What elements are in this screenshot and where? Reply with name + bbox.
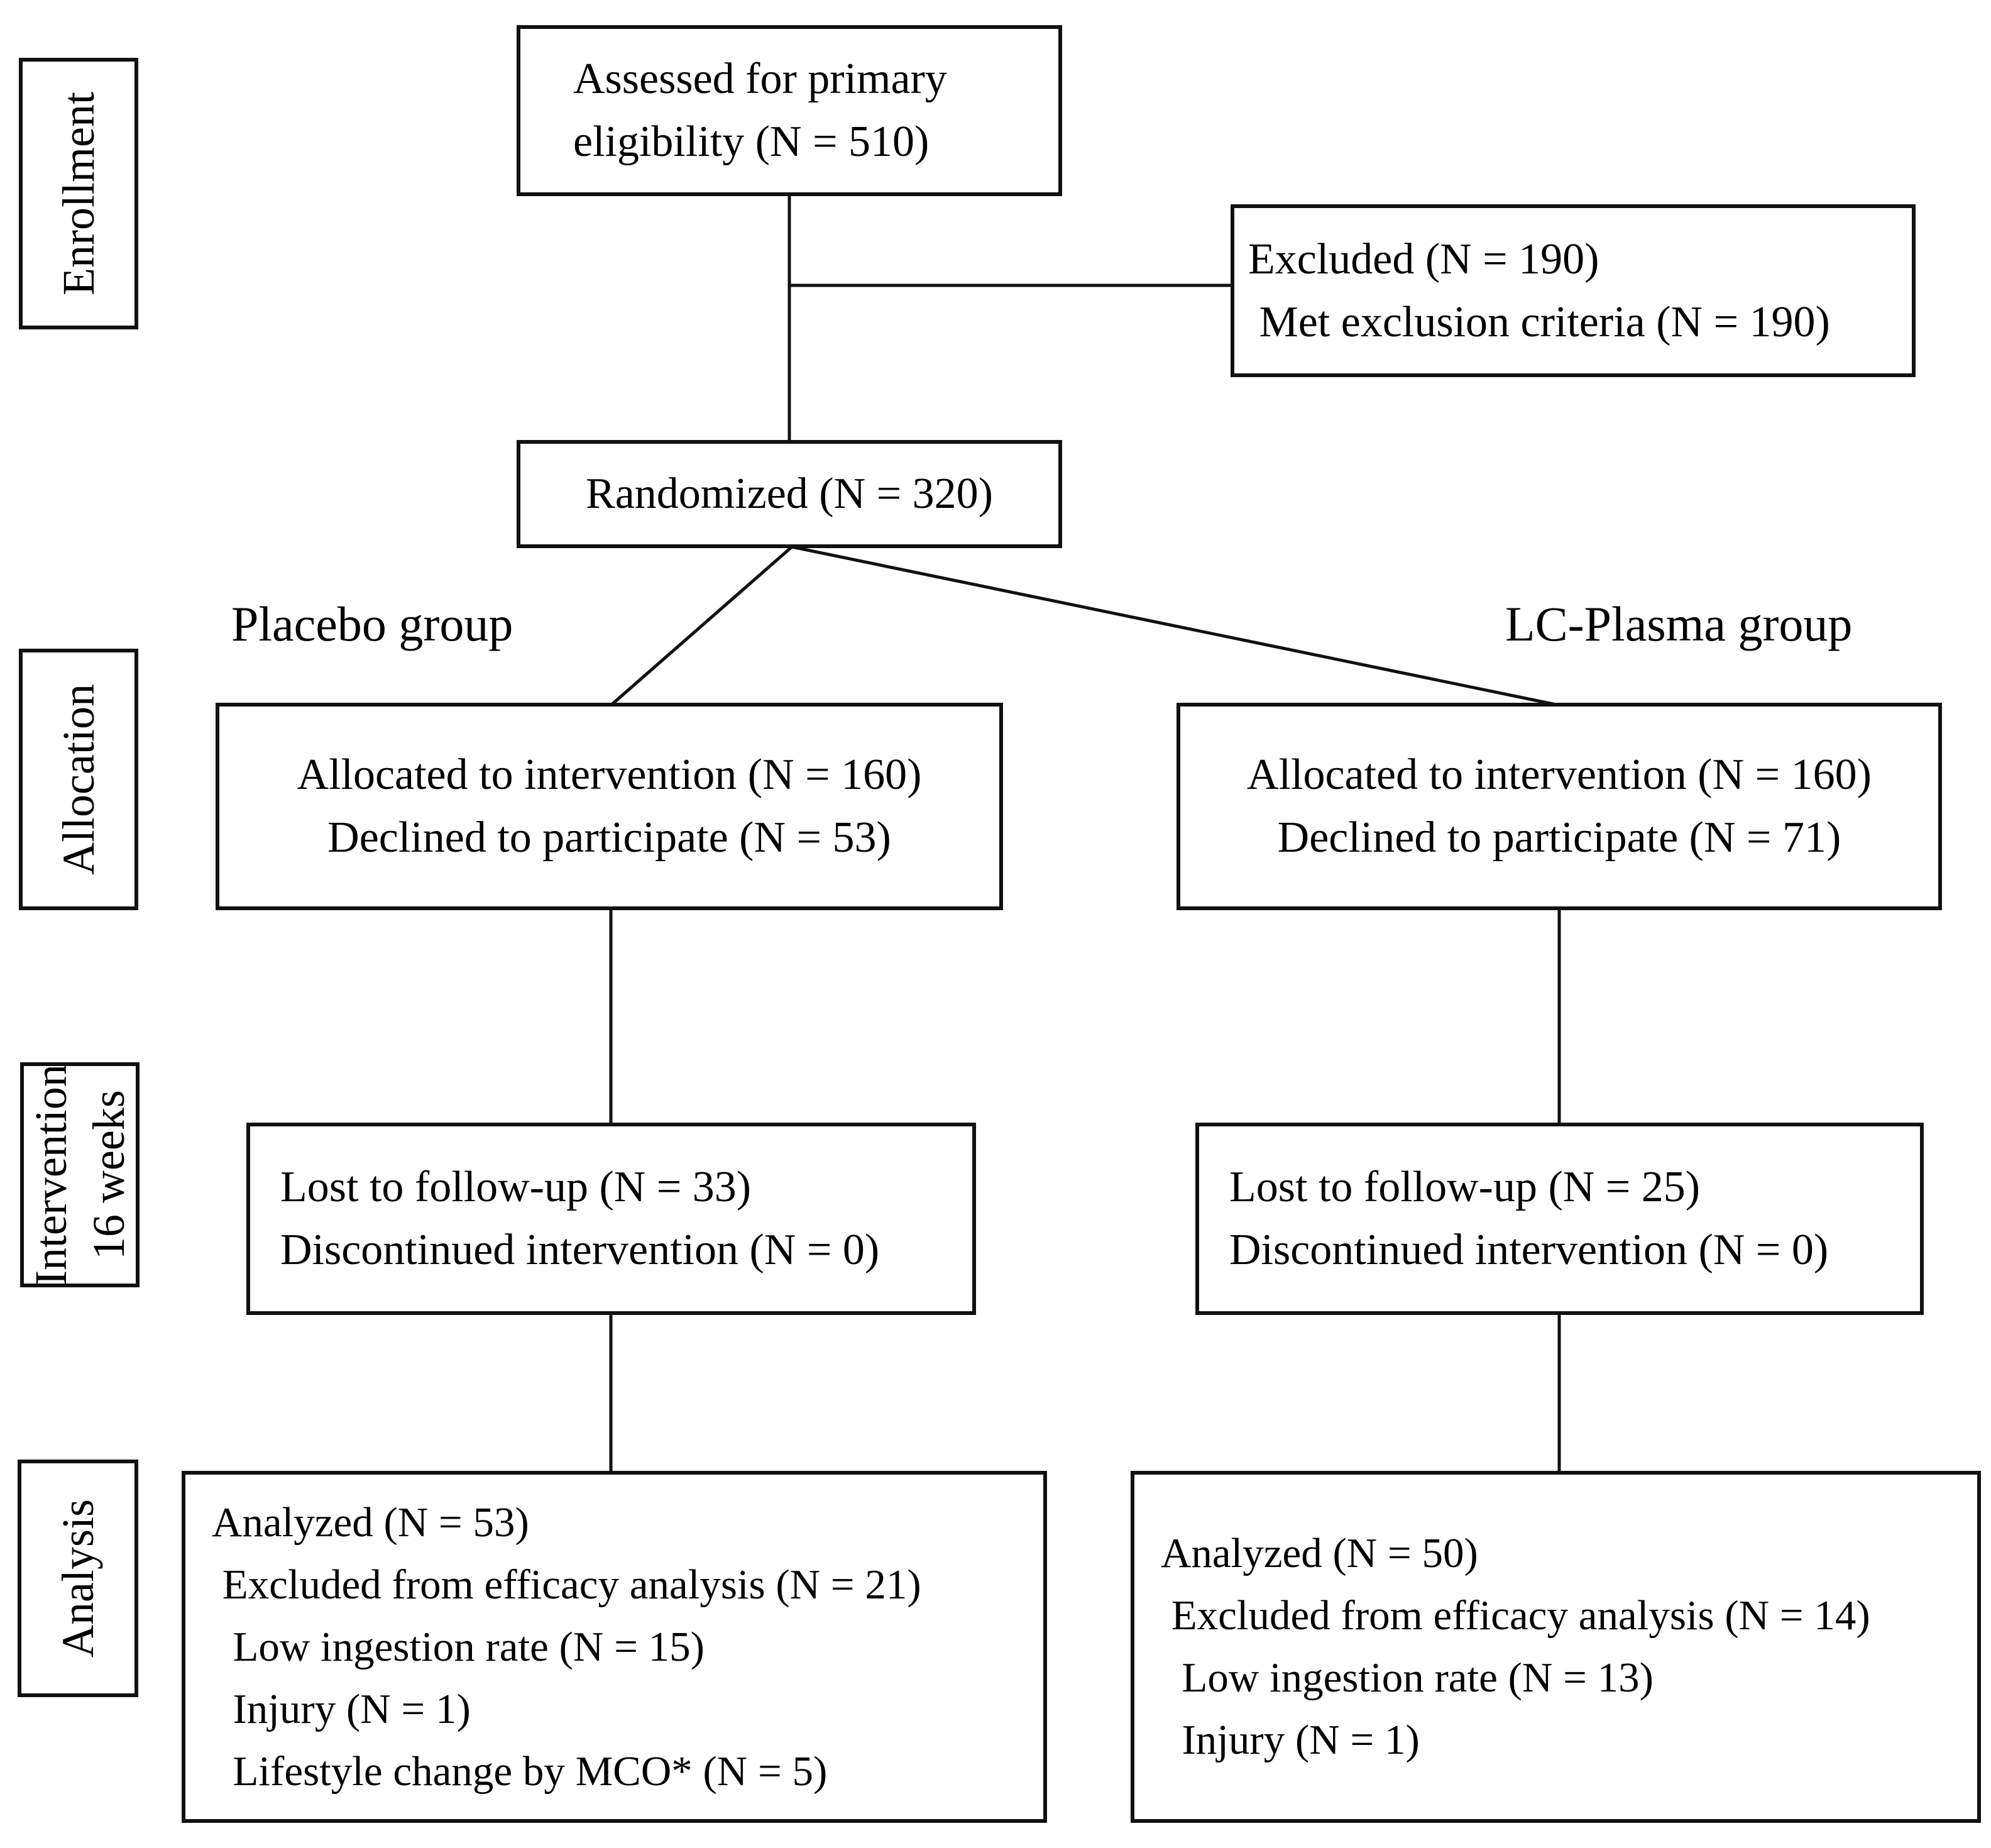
text-line: Low ingestion rate (N = 15) bbox=[212, 1623, 705, 1670]
text-line: Lost to follow-up (N = 25) bbox=[1229, 1163, 1701, 1211]
box-allocation-lc-plasma: Allocated to intervention (N = 160) Decli… bbox=[1176, 703, 1942, 910]
connector-randomized-to-lcplasma bbox=[791, 545, 1560, 707]
box-allocation-placebo: Allocated to intervention (N = 160) Decli… bbox=[216, 703, 1003, 910]
text-line: Declined to participate (N = 53) bbox=[327, 813, 891, 862]
text-line: Assessed for primary bbox=[573, 55, 947, 103]
text-line: Excluded from efficacy analysis (N = 21) bbox=[212, 1561, 921, 1608]
text-line: Analysis bbox=[53, 1499, 103, 1658]
text-line: Analyzed (N = 50) bbox=[1161, 1530, 1478, 1576]
group-label-lc-plasma: LC-Plasma group bbox=[1505, 597, 1853, 651]
group-label-placebo: Placebo group bbox=[231, 597, 513, 651]
box-randomized: Randomized (N = 320) bbox=[517, 440, 1062, 548]
text-line: Discontinued intervention (N = 0) bbox=[280, 1226, 880, 1274]
stage-box-enrollment: Enrollment bbox=[19, 58, 138, 329]
text-line: 16 weeks bbox=[84, 1090, 134, 1260]
text-line: Enrollment bbox=[53, 92, 104, 295]
text-line: Injury (N = 1) bbox=[212, 1685, 471, 1732]
box-assessed-eligibility: Assessed for primary eligibility (N = 510… bbox=[517, 25, 1062, 196]
text-line: Low ingestion rate (N = 13) bbox=[1161, 1654, 1654, 1701]
text-line: Allocated to intervention (N = 160) bbox=[1247, 751, 1872, 799]
box-excluded: Excluded (N = 190) Met exclusion criteri… bbox=[1231, 204, 1916, 377]
text-line: Lifestyle change by MCO* (N = 5) bbox=[212, 1747, 828, 1795]
text-line: Randomized (N = 320) bbox=[586, 470, 993, 518]
text-line: Discontinued intervention (N = 0) bbox=[1229, 1226, 1829, 1274]
text-line: Excluded from efficacy analysis (N = 14) bbox=[1161, 1592, 1870, 1639]
stage-box-intervention: Intervention 16 weeks bbox=[20, 1062, 140, 1287]
stage-label-intervention: Intervention 16 weeks bbox=[22, 1064, 138, 1285]
stage-label-analysis: Analysis bbox=[49, 1499, 107, 1658]
text-line: Allocation bbox=[53, 684, 104, 875]
stage-box-allocation: Allocation bbox=[19, 649, 138, 910]
text-line: Met exclusion criteria (N = 190) bbox=[1248, 297, 1830, 346]
text-line: Lost to follow-up (N = 33) bbox=[280, 1163, 752, 1211]
stage-label-enrollment: Enrollment bbox=[50, 92, 107, 295]
text-line: Excluded (N = 190) bbox=[1248, 234, 1599, 283]
text-line: Allocated to intervention (N = 160) bbox=[297, 751, 922, 799]
stage-label-allocation: Allocation bbox=[50, 684, 107, 875]
connector-randomized-to-placebo bbox=[610, 546, 793, 707]
box-intervention-lc-plasma: Lost to follow-up (N = 25) Discontinued i… bbox=[1195, 1123, 1924, 1315]
text-line: Analyzed (N = 53) bbox=[212, 1499, 529, 1546]
box-intervention-placebo: Lost to follow-up (N = 33) Discontinued i… bbox=[246, 1123, 976, 1315]
text-line: Injury (N = 1) bbox=[1161, 1717, 1420, 1763]
text-line: Intervention bbox=[26, 1064, 77, 1285]
box-analysis-lc-plasma: Analyzed (N = 50) Excluded from efficacy… bbox=[1131, 1471, 1981, 1823]
box-analysis-placebo: Analyzed (N = 53) Excluded from efficacy… bbox=[182, 1471, 1047, 1823]
text-line: Declined to participate (N = 71) bbox=[1277, 813, 1841, 862]
text-line: eligibility (N = 510) bbox=[573, 118, 930, 166]
stage-box-analysis: Analysis bbox=[18, 1460, 138, 1697]
